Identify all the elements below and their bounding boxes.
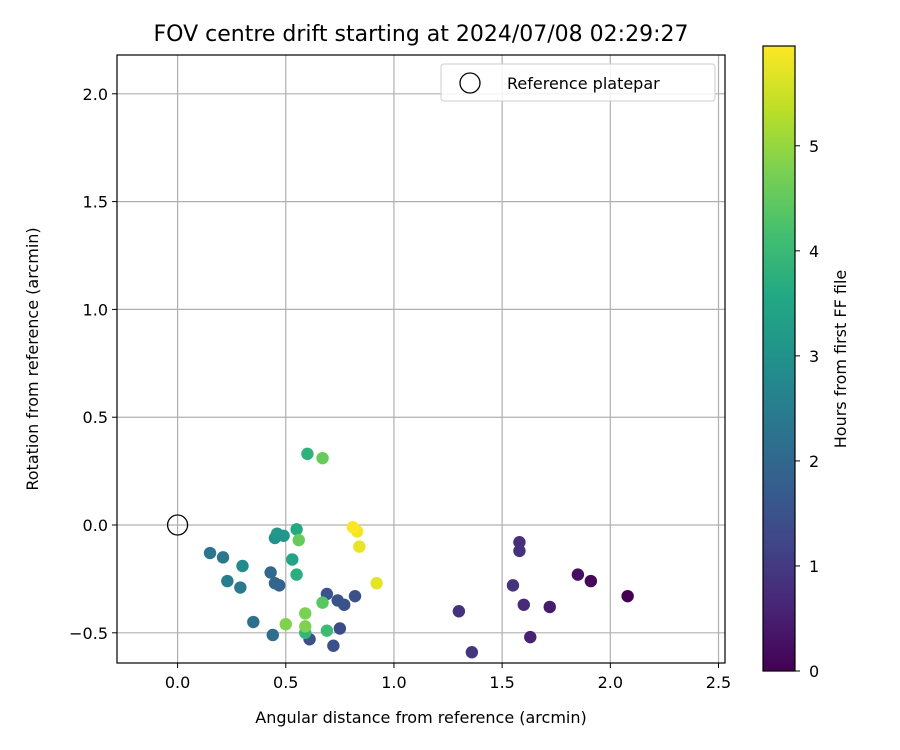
data-point bbox=[286, 553, 299, 566]
data-point bbox=[584, 574, 598, 588]
data-point bbox=[452, 605, 466, 618]
data-point bbox=[327, 639, 340, 652]
colorbar: 0 1 2 3 4 5 Hours from first FF file bbox=[762, 45, 850, 681]
data-point bbox=[299, 607, 312, 620]
data-point bbox=[292, 533, 305, 547]
data-point bbox=[221, 574, 234, 588]
legend-label-reference: Reference platepar bbox=[507, 74, 660, 93]
chart-title: FOV centre drift starting at 2024/07/08 … bbox=[154, 22, 689, 47]
colorbar-tick-label: 0 bbox=[809, 662, 819, 681]
data-point bbox=[316, 596, 329, 609]
data-point bbox=[279, 617, 292, 631]
data-point bbox=[234, 581, 247, 594]
colorbar-ticks: 0 1 2 3 4 5 bbox=[795, 137, 819, 681]
data-point bbox=[316, 451, 329, 465]
colorbar-tick-label: 2 bbox=[809, 452, 819, 471]
data-point bbox=[517, 598, 530, 611]
data-points bbox=[203, 447, 634, 659]
x-axis-ticks: 0.0 0.5 1.0 1.5 2.0 2.5 bbox=[165, 663, 731, 692]
data-point bbox=[277, 529, 290, 542]
y-tick-label: 0.0 bbox=[83, 516, 108, 535]
x-tick-label: 1.5 bbox=[489, 673, 514, 692]
y-tick-label: 1.0 bbox=[83, 300, 108, 319]
data-point bbox=[353, 540, 366, 553]
data-point bbox=[236, 559, 249, 573]
data-point bbox=[301, 447, 314, 461]
plot-frame bbox=[116, 54, 726, 664]
y-tick-label: −0.5 bbox=[69, 624, 108, 643]
x-tick-label: 1.0 bbox=[381, 673, 406, 692]
data-point bbox=[331, 594, 344, 607]
data-point bbox=[621, 589, 634, 603]
reference-platepar-marker bbox=[166, 514, 189, 536]
data-point bbox=[465, 646, 479, 659]
x-axis-label: Angular distance from reference (arcmin) bbox=[255, 708, 586, 727]
plot-area bbox=[116, 54, 726, 664]
colorbar-tick-label: 5 bbox=[809, 137, 819, 156]
y-axis-label: Rotation from reference (arcmin) bbox=[23, 227, 42, 490]
x-tick-label: 0.0 bbox=[165, 673, 190, 692]
data-point bbox=[203, 546, 217, 560]
data-point bbox=[346, 520, 360, 534]
x-tick-label: 2.5 bbox=[706, 673, 731, 692]
reference-marker bbox=[166, 514, 189, 536]
legend-box bbox=[440, 63, 716, 102]
data-point bbox=[320, 624, 334, 637]
colorbar-tick-label: 3 bbox=[809, 347, 819, 366]
data-point bbox=[524, 630, 537, 644]
legend-marker-reference bbox=[459, 72, 481, 94]
data-point bbox=[370, 577, 383, 590]
data-point bbox=[543, 600, 556, 614]
data-point bbox=[348, 589, 362, 603]
grid bbox=[117, 55, 725, 663]
x-tick-label: 2.0 bbox=[598, 673, 623, 692]
data-point bbox=[290, 523, 303, 536]
colorbar-label: Hours from first FF file bbox=[831, 270, 850, 449]
data-point bbox=[216, 551, 230, 564]
data-point bbox=[571, 568, 585, 581]
data-point bbox=[266, 628, 279, 642]
colorbar-gradient bbox=[762, 45, 796, 672]
data-point bbox=[513, 544, 526, 558]
data-point bbox=[513, 536, 526, 549]
data-point bbox=[506, 579, 520, 592]
data-point bbox=[290, 568, 303, 581]
colorbar-tick-label: 1 bbox=[809, 557, 819, 576]
data-point bbox=[268, 577, 282, 590]
data-point bbox=[333, 622, 347, 635]
colorbar-tick-label: 4 bbox=[809, 242, 819, 261]
y-tick-label: 1.5 bbox=[83, 193, 108, 212]
y-tick-label: 0.5 bbox=[83, 408, 108, 427]
y-axis-ticks: −0.5 0.0 0.5 1.0 1.5 2.0 bbox=[69, 85, 117, 643]
legend: Reference platepar bbox=[440, 63, 716, 102]
data-point bbox=[247, 615, 260, 629]
data-point bbox=[299, 620, 312, 633]
x-tick-label: 0.5 bbox=[273, 673, 298, 692]
data-point bbox=[264, 566, 277, 579]
y-tick-label: 2.0 bbox=[83, 85, 108, 104]
